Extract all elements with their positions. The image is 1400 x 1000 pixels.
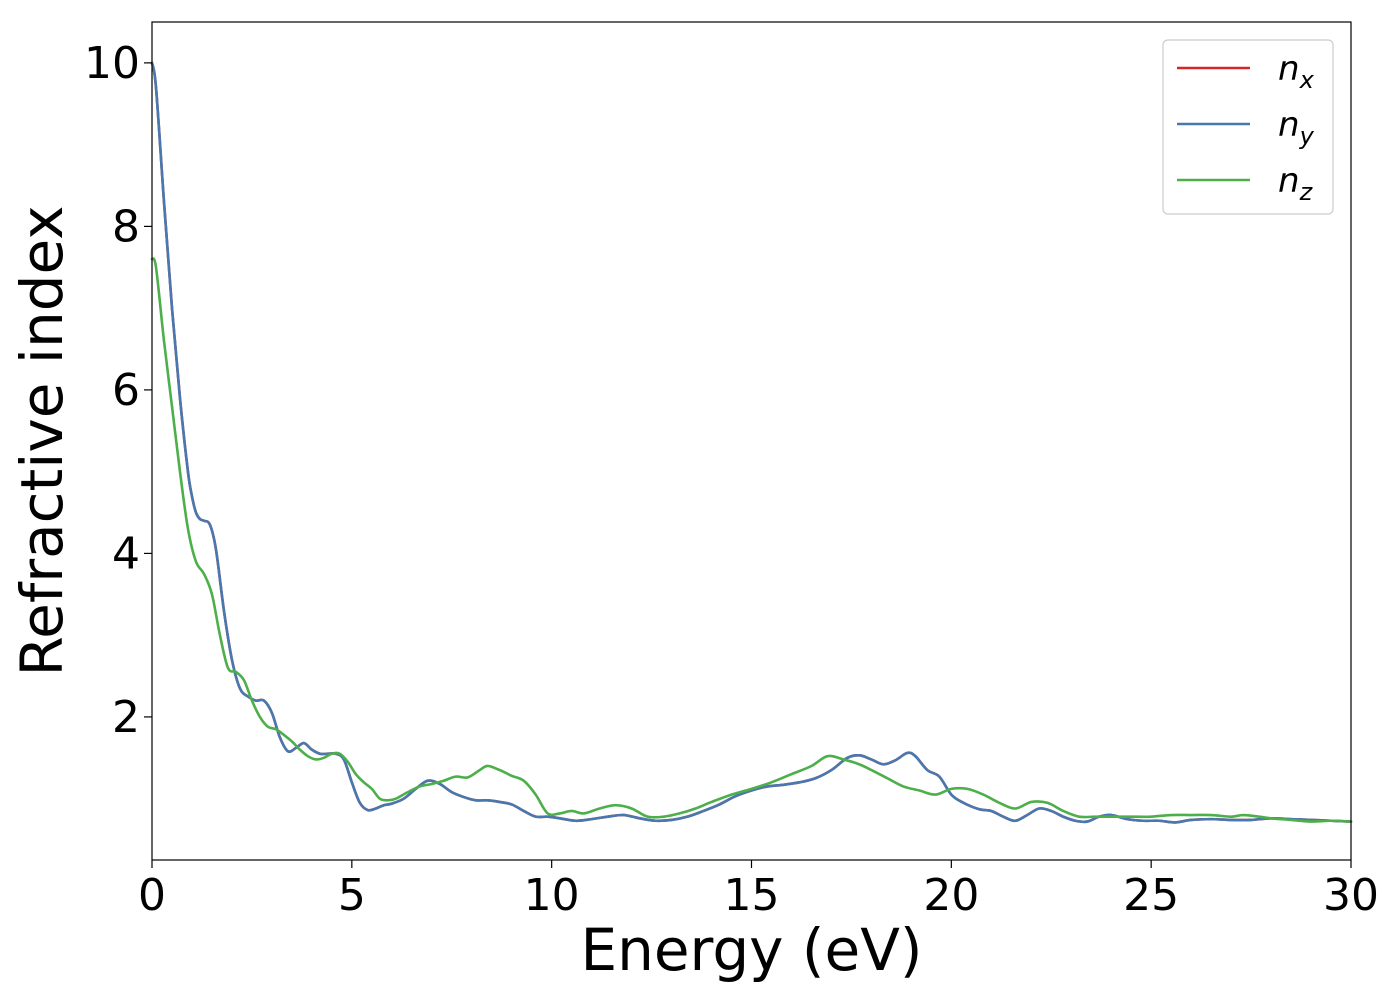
series-layer bbox=[150, 61, 1353, 824]
y-tick-label: 6 bbox=[112, 365, 140, 416]
x-tick-label: 10 bbox=[524, 870, 580, 921]
legend-label-nx: nx bbox=[1278, 49, 1315, 94]
x-tick-label: 20 bbox=[923, 870, 979, 921]
x-axis-ticks: 0 5 10 15 20 25 30 bbox=[138, 860, 1379, 921]
plot-background bbox=[152, 22, 1351, 860]
x-tick-label: 15 bbox=[724, 870, 780, 921]
x-tick-label: 0 bbox=[138, 870, 166, 921]
y-axis-ticks: 2 4 6 8 10 bbox=[84, 38, 152, 743]
x-tick-label: 5 bbox=[338, 870, 366, 921]
y-axis-title: Refractive index bbox=[8, 205, 76, 676]
legend-box bbox=[1162, 39, 1334, 215]
legend-items: nx ny nz bbox=[1177, 49, 1315, 206]
x-axis-title: Energy (eV) bbox=[580, 916, 922, 984]
y-tick-label: 10 bbox=[84, 38, 140, 89]
y-tick-label: 2 bbox=[112, 692, 140, 743]
series-line-nz bbox=[150, 257, 1353, 823]
y-tick-label: 4 bbox=[112, 528, 140, 579]
y-tick-label: 8 bbox=[112, 201, 140, 252]
x-tick-label: 30 bbox=[1323, 870, 1379, 921]
legend: nx ny nz bbox=[1162, 39, 1334, 215]
x-tick-label: 25 bbox=[1123, 870, 1179, 921]
legend-label-ny: ny bbox=[1278, 105, 1315, 150]
series-line-ny bbox=[150, 61, 1353, 824]
legend-label-nz: nz bbox=[1278, 161, 1314, 206]
